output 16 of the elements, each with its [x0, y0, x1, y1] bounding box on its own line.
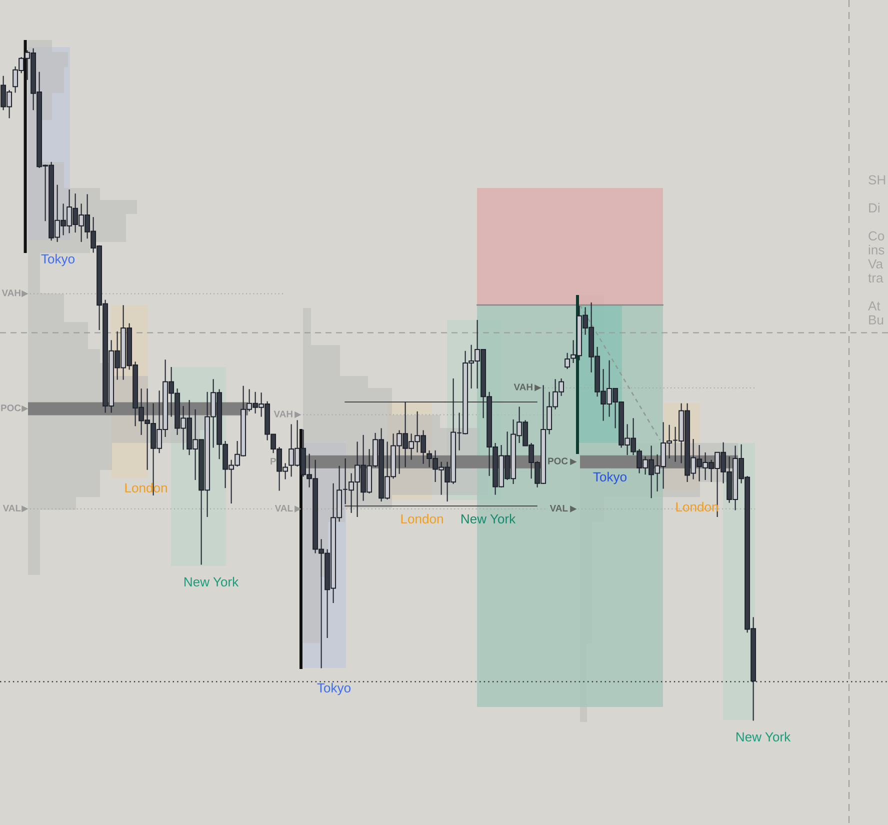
ref-line-label: POC [548, 458, 568, 464]
annotation: P [270, 458, 276, 464]
text: New York [736, 732, 791, 742]
ref-line-label: POC [1, 404, 21, 412]
annotation: London [401, 514, 443, 524]
annotation: Tokyo [41, 254, 75, 266]
ref-line-label: VAH [274, 410, 292, 418]
annotation: New York [461, 514, 516, 524]
annotation: Tokyo [317, 682, 351, 696]
annotation: VAL [274, 504, 293, 512]
ref-line-label: VAH [514, 384, 532, 390]
annotation: Tokyo [593, 472, 627, 484]
ref-line-label: VAH [2, 290, 20, 296]
annotation: VAL [550, 504, 568, 512]
ref-line-label: VAL [2, 504, 21, 512]
annotation: New York [184, 576, 239, 587]
